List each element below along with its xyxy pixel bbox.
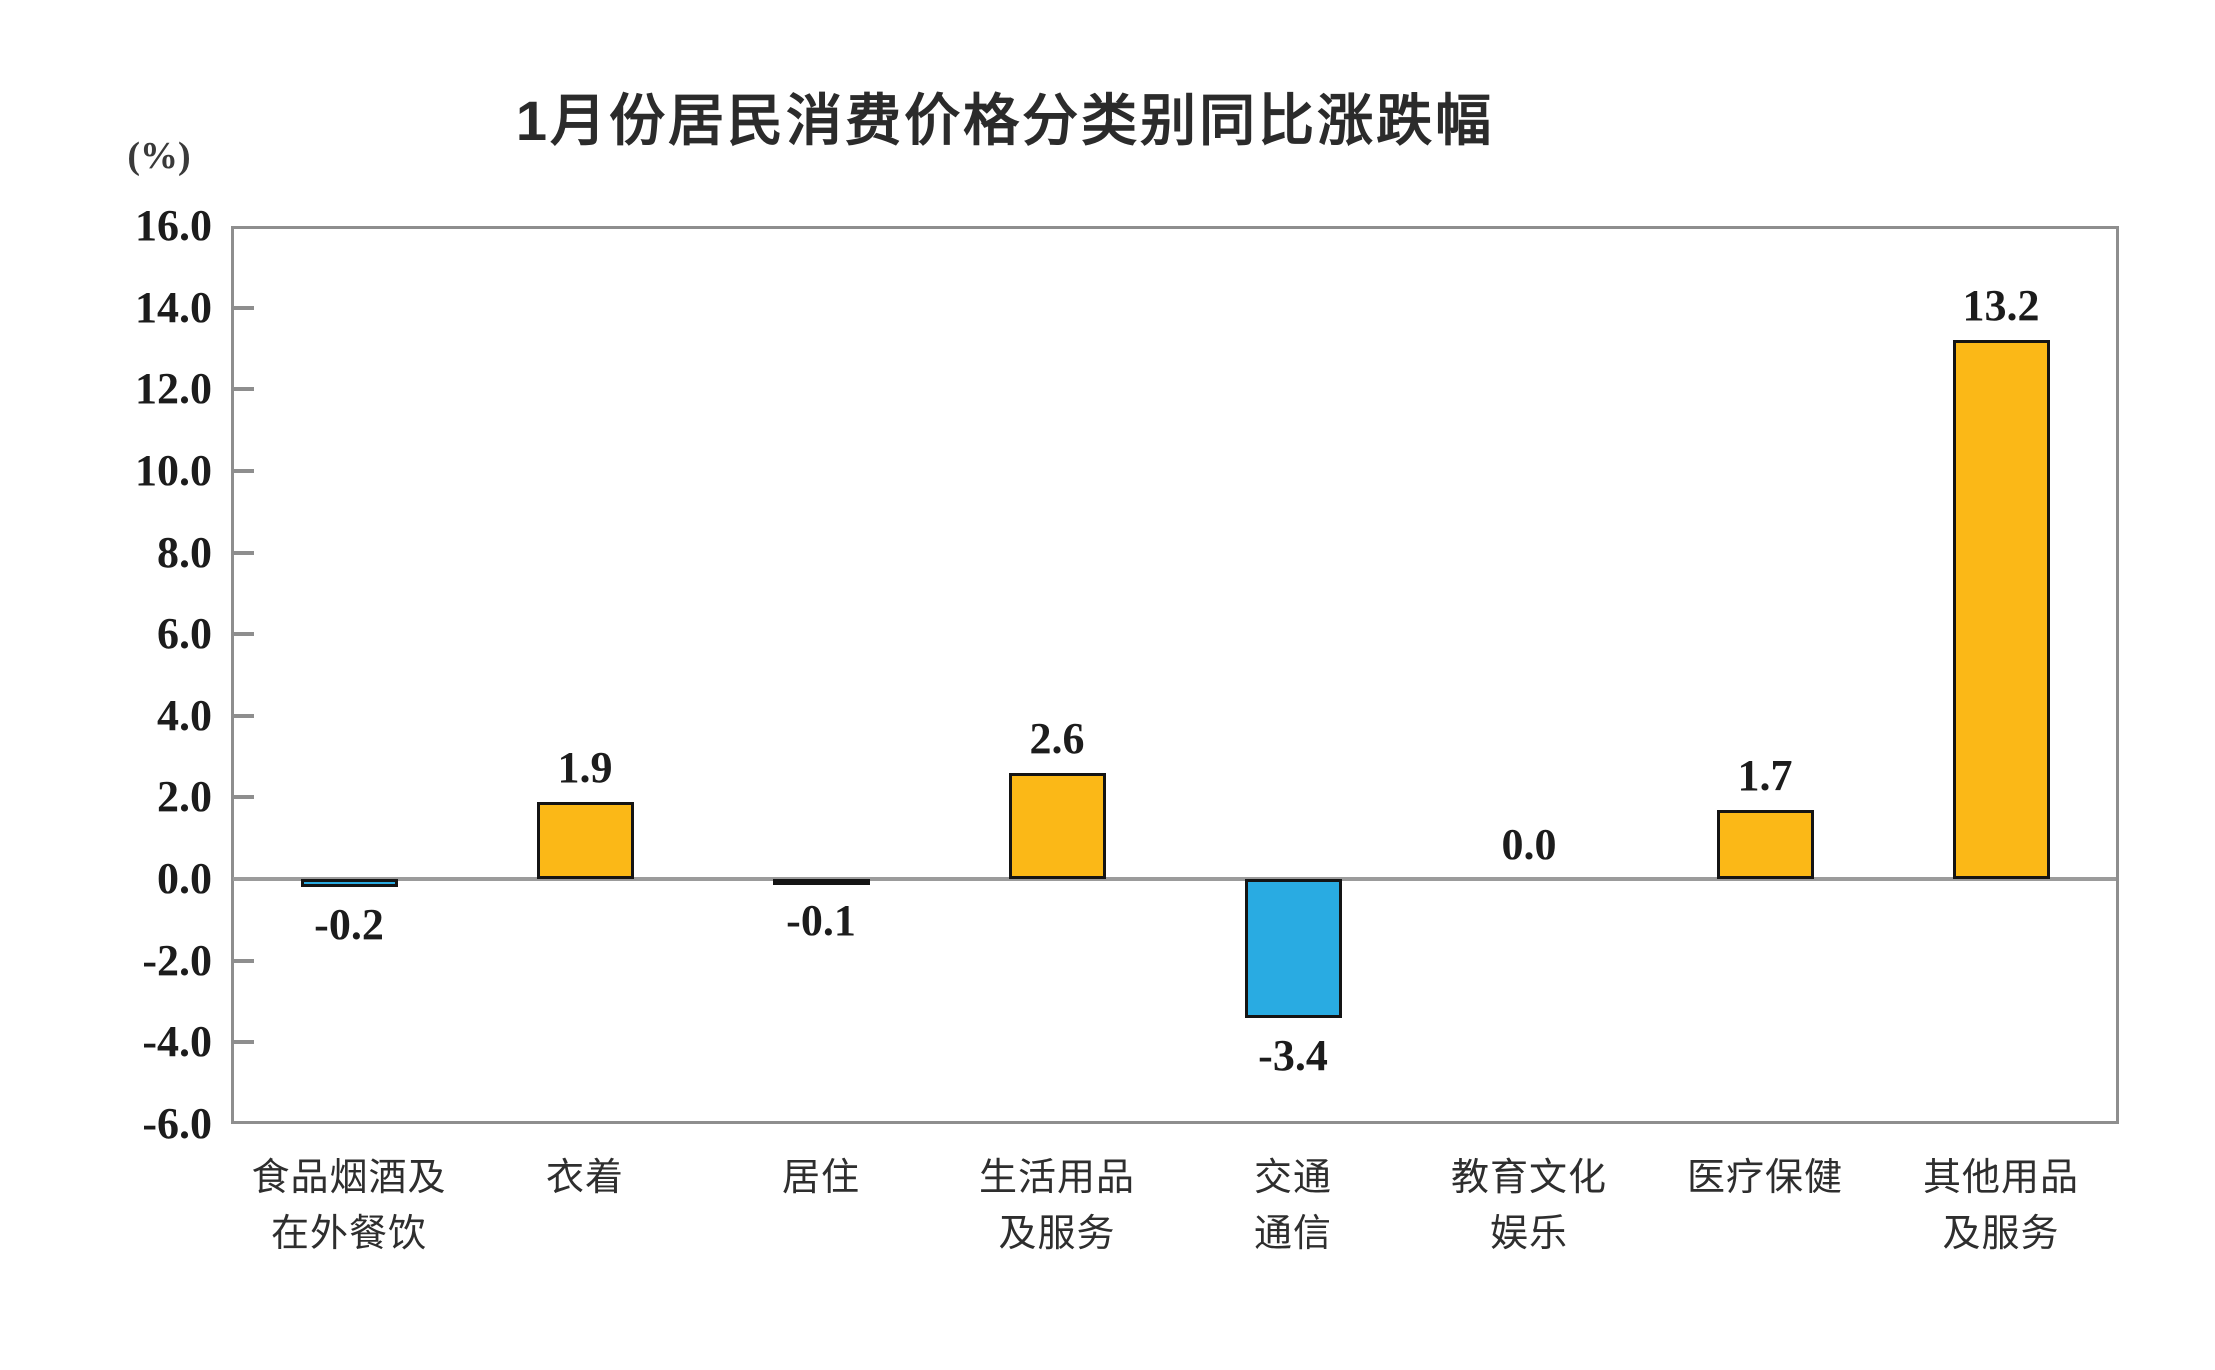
bar-positive	[1716, 809, 1814, 880]
y-tick-mark	[233, 795, 254, 800]
category-label: 衣着	[545, 1157, 624, 1199]
y-tick-mark	[233, 468, 254, 473]
bar-positive	[1952, 340, 2050, 880]
category-label: 食品烟酒及 在外餐饮	[251, 1157, 447, 1255]
category-label: 交通 通信	[1253, 1157, 1332, 1255]
y-tick-mark	[233, 958, 254, 963]
y-tick-label: -6.0	[142, 1099, 212, 1148]
bar-positive	[536, 801, 634, 880]
bar-value-label: -0.1	[786, 896, 856, 946]
y-tick-mark	[233, 305, 254, 310]
bar-negative	[300, 879, 398, 888]
y-tick-label: -2.0	[142, 935, 212, 985]
category-label: 居住	[781, 1157, 860, 1199]
y-tick-mark	[233, 550, 254, 555]
y-tick-label: 12.0	[135, 364, 212, 414]
y-tick-label: -4.0	[142, 1017, 212, 1067]
category-label: 医疗保健	[1686, 1157, 1843, 1199]
zero-axis-line	[233, 877, 2116, 882]
y-tick-label: 0.0	[157, 854, 212, 904]
y-axis-unit-label: (%)	[127, 135, 191, 177]
bar-value-label: -0.2	[314, 900, 384, 950]
category-label: 教育文化 娱乐	[1450, 1157, 1607, 1255]
bar-value-label: 0.0	[1501, 820, 1557, 870]
y-tick-label: 14.0	[135, 282, 212, 332]
y-tick-label: 2.0	[157, 772, 212, 822]
chart-title: 1月份居民消费价格分类别同比涨跌幅	[515, 89, 1495, 152]
y-tick-label: 4.0	[157, 690, 212, 740]
bar-negative	[772, 879, 870, 886]
y-tick-mark	[233, 713, 254, 718]
y-tick-label: 16.0	[135, 201, 212, 250]
y-tick-mark	[233, 632, 254, 637]
y-tick-label: 8.0	[157, 527, 212, 577]
category-label: 生活用品 及服务	[978, 1157, 1135, 1255]
bar-value-label: 1.7	[1737, 750, 1793, 800]
bar-value-label: 13.2	[1962, 281, 2040, 331]
bar-positive	[1008, 772, 1106, 880]
bar-value-label: 1.9	[557, 742, 613, 792]
y-tick-mark	[233, 1040, 254, 1045]
category-label: 其他用品 及服务	[1922, 1157, 2079, 1255]
bar-value-label: -3.4	[1258, 1030, 1328, 1080]
y-tick-label: 10.0	[135, 445, 212, 495]
bar-negative	[1244, 879, 1342, 1018]
y-tick-mark	[233, 387, 254, 392]
plot-area	[231, 226, 2119, 1124]
y-tick-label: 6.0	[157, 609, 212, 659]
bar-value-label: 2.6	[1029, 713, 1085, 763]
